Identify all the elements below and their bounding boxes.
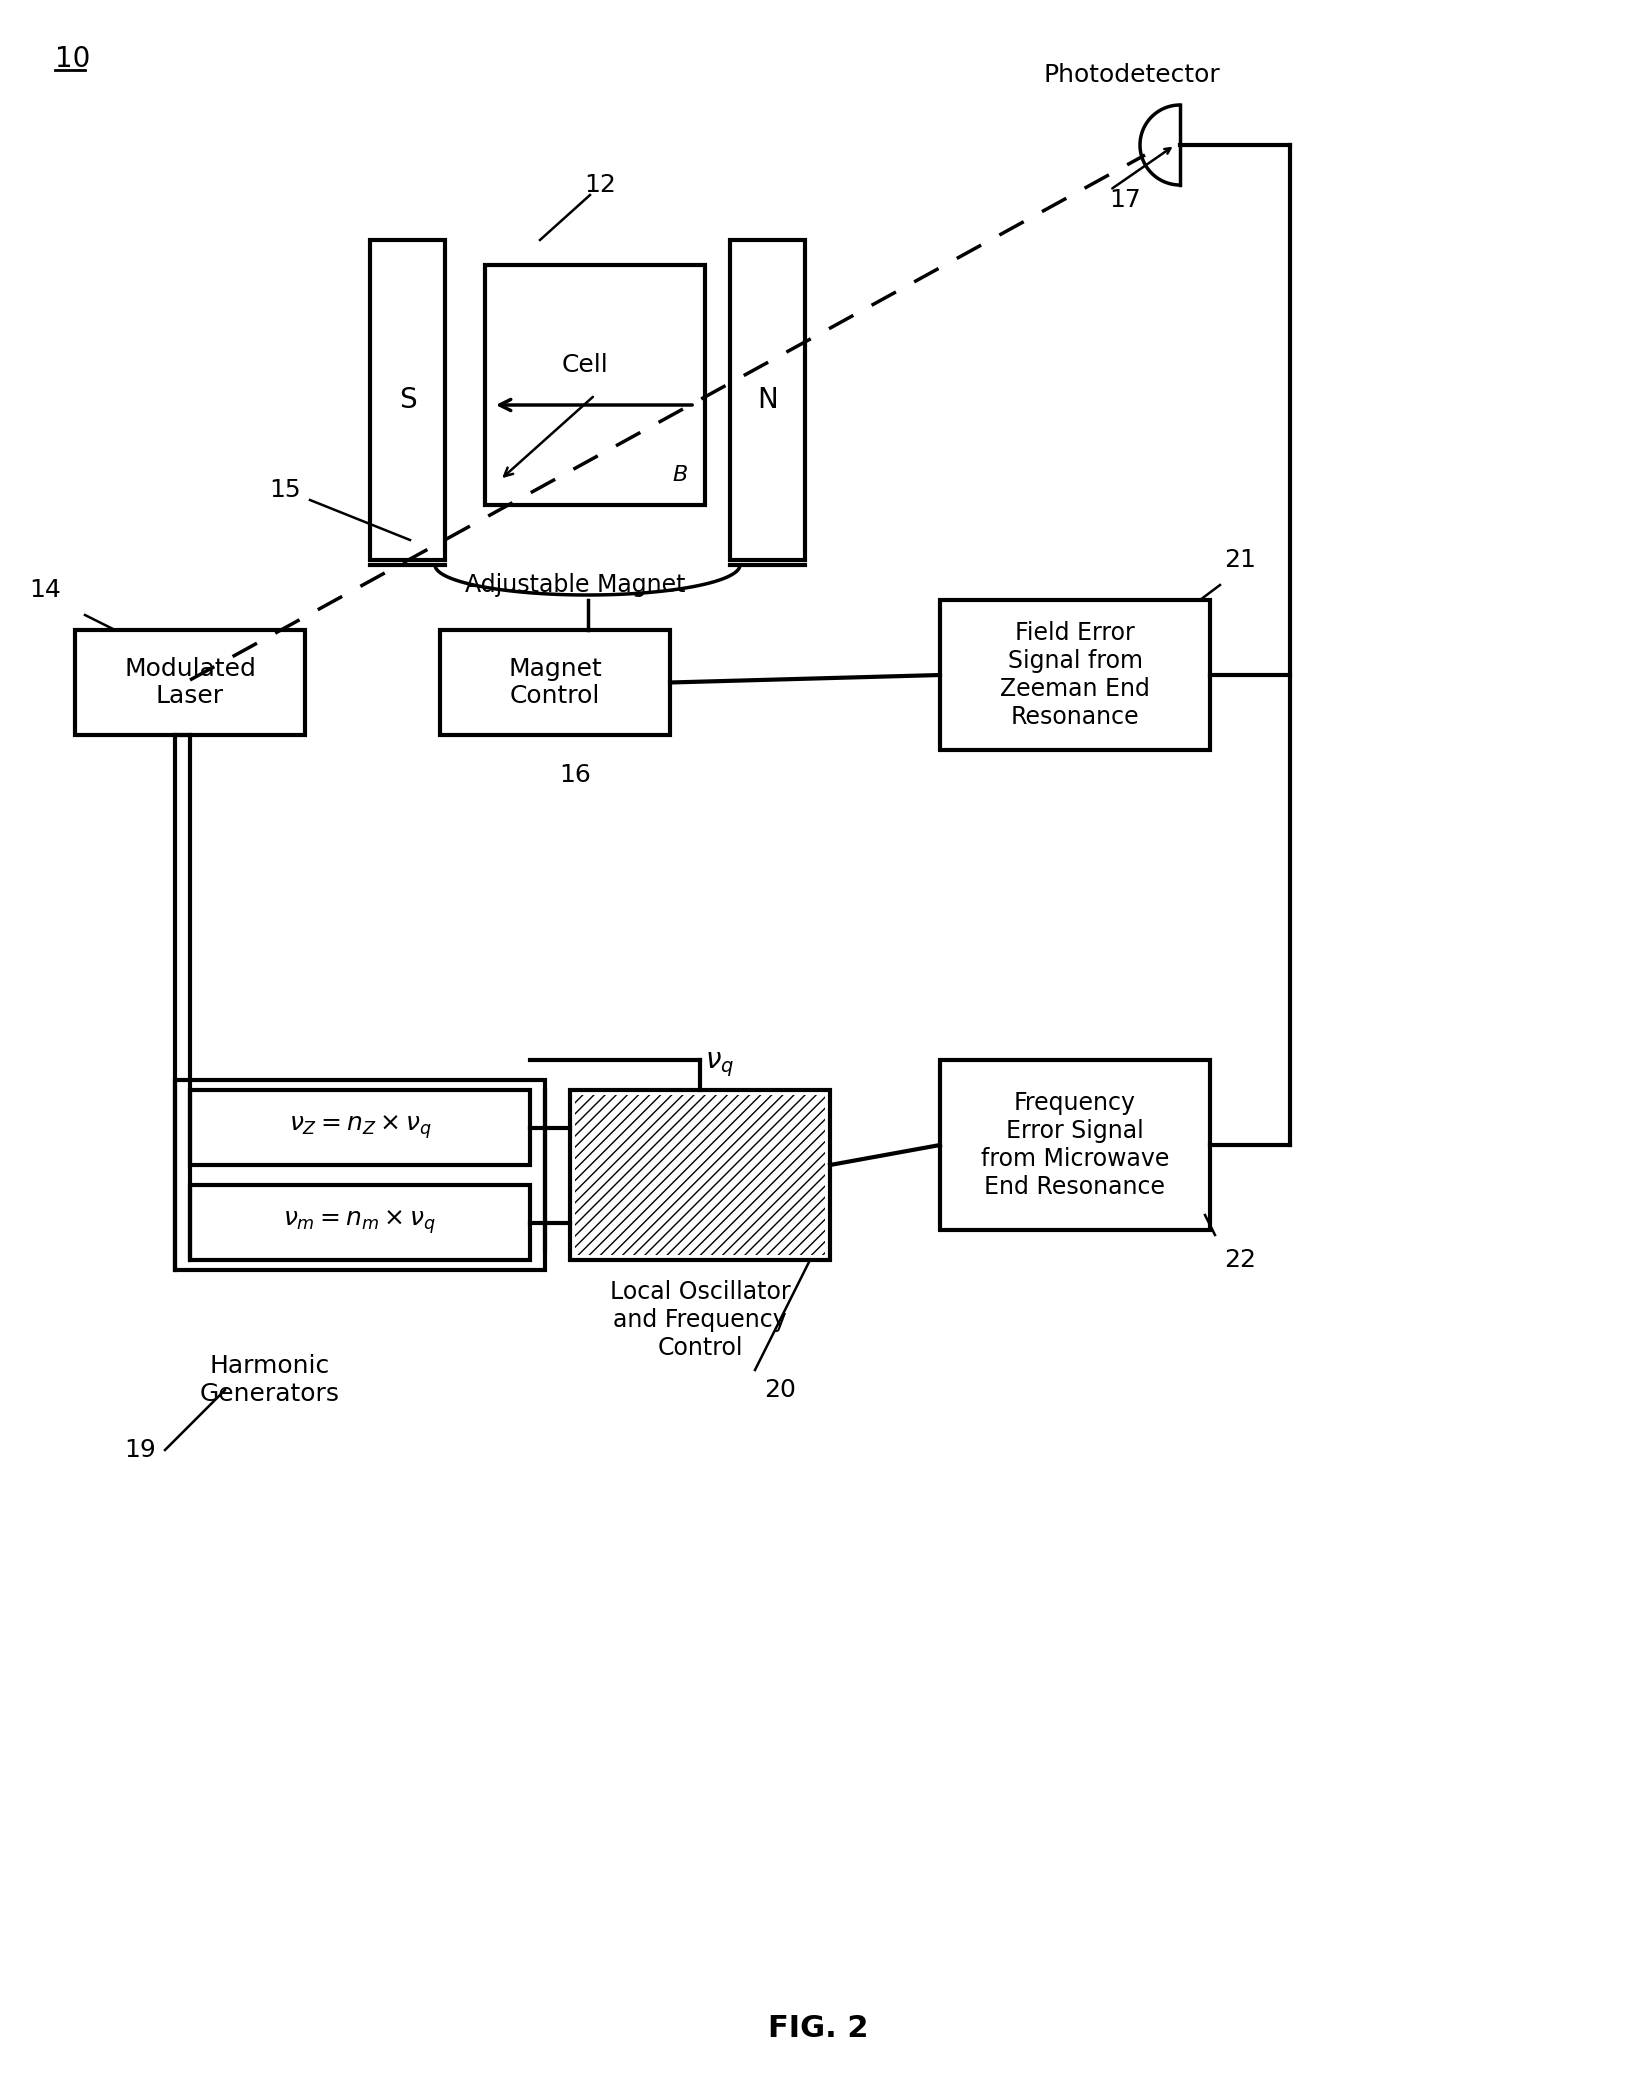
Text: $\nu_m = n_m \times \nu_q$: $\nu_m = n_m \times \nu_q$ [283, 1208, 437, 1237]
Text: Field Error
Signal from
Zeeman End
Resonance: Field Error Signal from Zeeman End Reson… [1000, 622, 1150, 728]
Text: 16: 16 [560, 764, 591, 787]
Bar [941, 1059, 1211, 1231]
Text: Frequency
Error Signal
from Microwave
End Resonance: Frequency Error Signal from Microwave En… [982, 1090, 1170, 1199]
Text: 15: 15 [270, 477, 301, 502]
Bar [190, 1185, 530, 1260]
Bar [175, 1080, 545, 1270]
Text: Cell: Cell [561, 354, 609, 377]
Text: 14: 14 [29, 578, 61, 603]
Text: $\nu_q$: $\nu_q$ [705, 1051, 735, 1080]
Text: Harmonic
Generators: Harmonic Generators [200, 1354, 340, 1406]
Text: 22: 22 [1224, 1247, 1256, 1273]
Bar [440, 630, 671, 735]
Text: 17: 17 [1109, 188, 1140, 211]
Bar [75, 630, 304, 735]
Bar [370, 241, 445, 561]
Text: 19: 19 [124, 1438, 155, 1463]
Text: 21: 21 [1224, 548, 1256, 571]
Bar [569, 1090, 829, 1260]
Bar [574, 1095, 825, 1256]
Text: 20: 20 [764, 1377, 797, 1402]
Text: S: S [399, 385, 416, 414]
Bar [190, 1090, 530, 1166]
Text: Adjustable Magnet: Adjustable Magnet [465, 573, 685, 597]
Text: FIG. 2: FIG. 2 [767, 2013, 869, 2043]
Text: 12: 12 [584, 174, 615, 197]
Bar [941, 601, 1211, 749]
Bar [484, 266, 705, 504]
Bar [730, 241, 805, 561]
Text: Modulated
Laser: Modulated Laser [124, 657, 255, 707]
Text: N: N [757, 385, 777, 414]
Text: $\nu_Z = n_Z \times \nu_q$: $\nu_Z = n_Z \times \nu_q$ [288, 1113, 432, 1141]
Text: Photodetector: Photodetector [1044, 63, 1220, 88]
Text: 10: 10 [56, 46, 90, 73]
Text: Magnet
Control: Magnet Control [509, 657, 602, 707]
Text: Local Oscillator
and Frequency
Control: Local Oscillator and Frequency Control [610, 1281, 790, 1360]
Text: $B$: $B$ [672, 465, 689, 486]
